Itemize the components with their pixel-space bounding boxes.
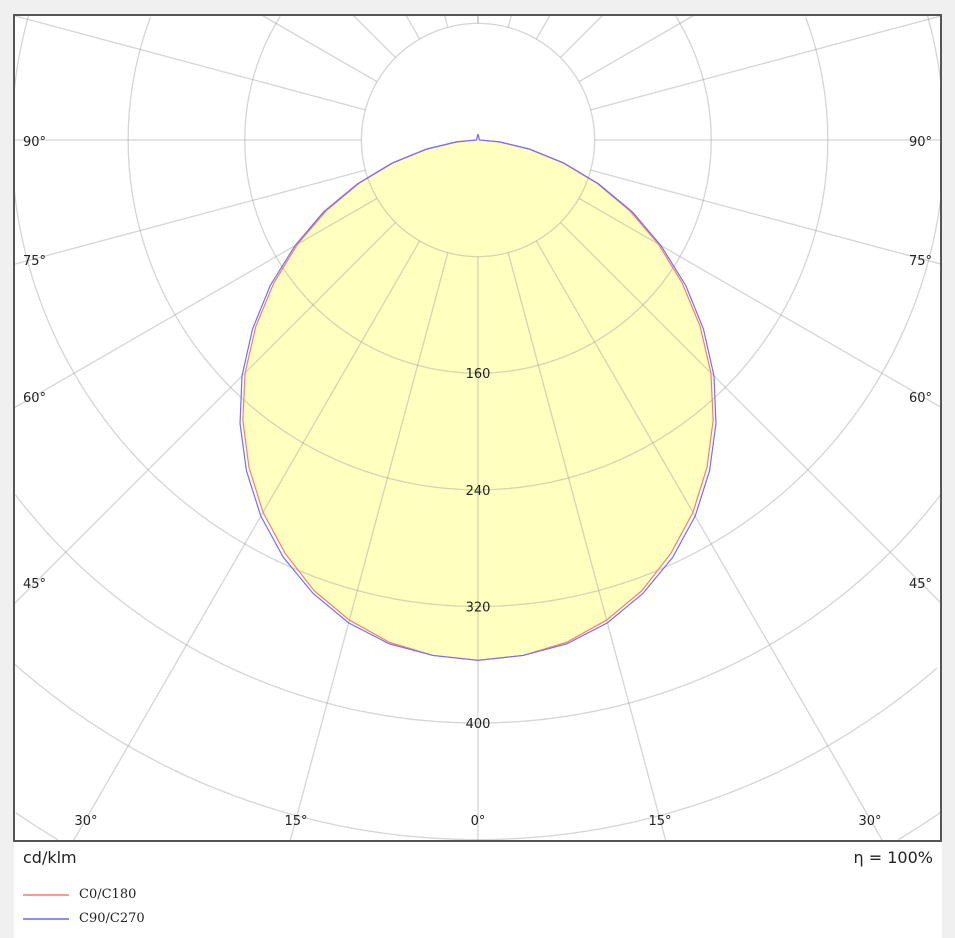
efficiency-label: η = 100% <box>853 848 933 867</box>
grid-circle-160 <box>244 16 712 374</box>
grid-radial-30 <box>535 240 884 842</box>
angle-tick-label: 60° <box>23 391 46 406</box>
grid-radial-120 <box>578 14 695 83</box>
radial-tick-label: 320 <box>466 600 491 615</box>
grid-circle-480 <box>13 663 938 841</box>
angle-tick-label: 15° <box>648 814 671 829</box>
grid-radial-15 <box>507 252 667 842</box>
radial-tick-label: 240 <box>466 484 491 499</box>
angle-tick-label: 15° <box>284 814 307 829</box>
plot-area: 160 240 320 400 <box>13 14 942 842</box>
grid-radial-45 <box>559 221 942 604</box>
angle-tick-label: 90° <box>909 135 932 150</box>
grid-circle-240 <box>127 17 829 491</box>
grid-radial-150 <box>535 14 551 40</box>
angle-tick-label: 30° <box>74 814 97 829</box>
grid-circle-320 <box>13 15 942 608</box>
grid-radial--75 <box>13 169 366 265</box>
grid-radial--60 <box>13 197 378 409</box>
legend-item-c90-c270: C90/C270 <box>23 911 145 926</box>
angle-tick-label: 60° <box>909 391 932 406</box>
unit-label: cd/klm <box>23 848 77 867</box>
grid-radial-60 <box>578 197 942 408</box>
grid-circle-400 <box>14 494 942 724</box>
radial-tick-label: 160 <box>466 367 491 382</box>
grid-circle-80 <box>360 22 596 258</box>
radial-tick-label: 400 <box>466 717 491 732</box>
angle-tick-label: 45° <box>909 577 932 592</box>
series-curve-c90-c270 <box>239 134 717 661</box>
grid-radial--150 <box>405 14 421 40</box>
grid-circle-560 <box>15 812 941 841</box>
grid-radial--15 <box>289 252 449 842</box>
legend-swatch-blue <box>23 917 69 920</box>
grid-radial--45 <box>13 221 397 605</box>
plot-frame <box>13 14 942 842</box>
legend-label: C0/C180 <box>79 887 137 902</box>
grid-radial-105 <box>590 15 942 111</box>
legend-item-c0-c180: C0/C180 <box>23 887 136 902</box>
angle-tick-label: 30° <box>858 814 881 829</box>
grid-radial--135 <box>352 14 397 59</box>
light-distribution-fill <box>242 140 714 661</box>
grid-radial-135 <box>559 14 604 59</box>
angle-tick-label: 90° <box>23 135 46 150</box>
grid-radial--30 <box>72 240 421 842</box>
grid-radial--120 <box>261 14 378 83</box>
angle-tick-label: 0° <box>471 814 486 829</box>
angle-tick-label: 75° <box>23 254 46 269</box>
grid-radial-165 <box>507 14 513 28</box>
legend-swatch-red <box>23 893 69 896</box>
angle-tick-label: 45° <box>23 577 46 592</box>
angle-tick-label: 75° <box>909 254 932 269</box>
grid-radial--165 <box>443 14 449 28</box>
grid-radial--105 <box>13 15 366 111</box>
grid-radial-75 <box>590 169 942 265</box>
legend-label: C90/C270 <box>79 911 145 926</box>
